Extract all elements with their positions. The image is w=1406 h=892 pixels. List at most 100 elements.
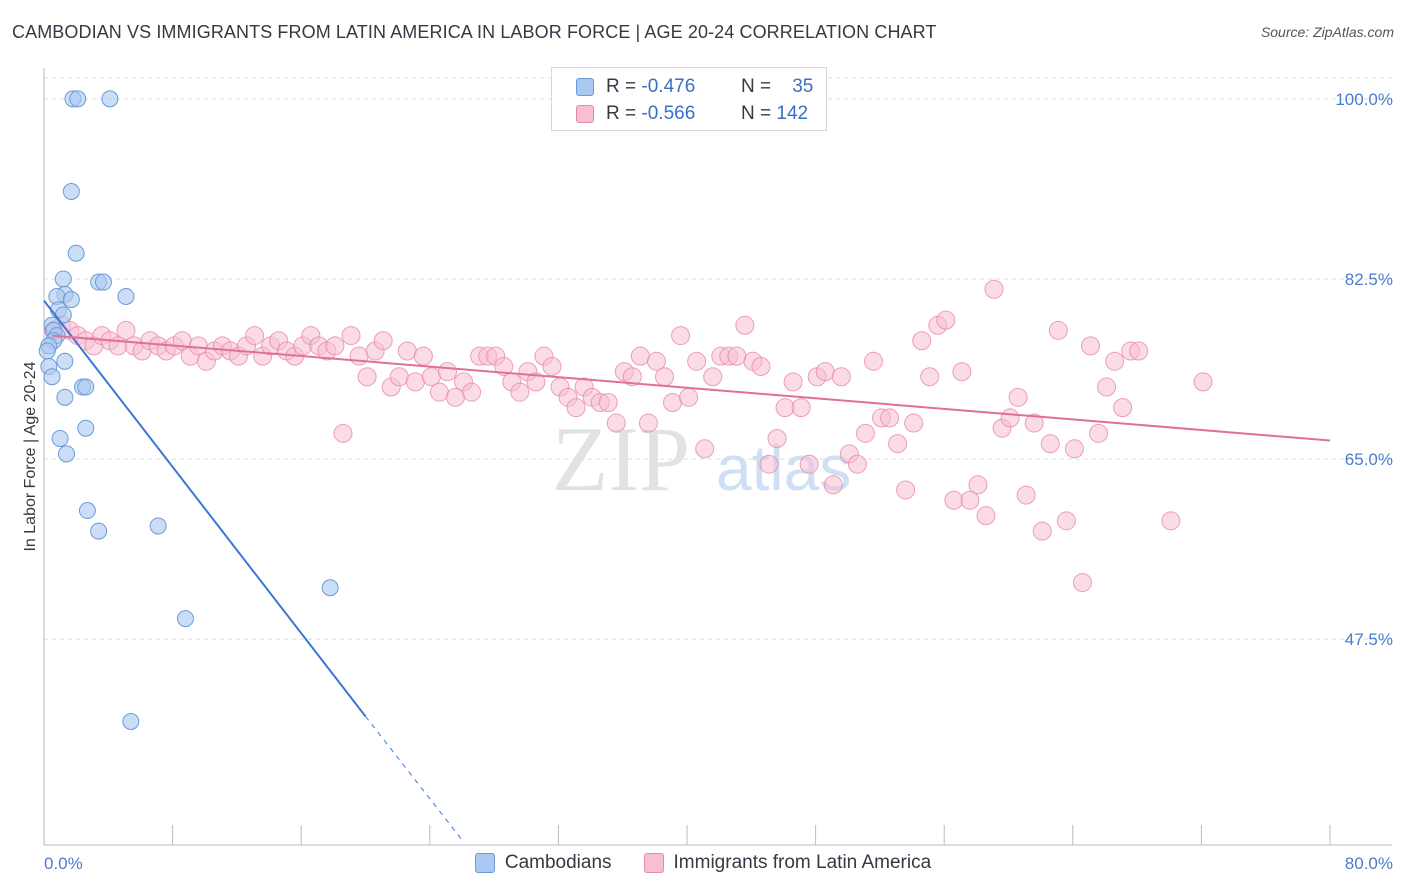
latin-america-point (1000, 408, 1020, 428)
latin-america-swatch (576, 105, 594, 123)
latin-america-point (1072, 573, 1092, 593)
correlation-legend: R = -0.476 N = 35 R = -0.566 N = 142 (551, 67, 827, 131)
cambodian-point (78, 502, 96, 520)
cambodian-point (321, 579, 339, 597)
latin-america-point (863, 351, 883, 371)
latin-america-point (968, 475, 988, 495)
latin-america-point (855, 423, 875, 443)
cambodian-point (58, 445, 76, 463)
latin-america-point (245, 326, 265, 346)
latin-america-point (823, 475, 843, 495)
y-tick-label: 65.0% (1345, 450, 1393, 469)
latin-america-point (791, 398, 811, 418)
latin-america-point (349, 346, 369, 366)
latin-america-point (984, 279, 1004, 299)
latin-america-point (437, 362, 457, 382)
latin-america-point (952, 362, 972, 382)
x-tick-label: 0.0% (44, 854, 83, 873)
latin-america-point (405, 372, 425, 392)
latin-america-point (880, 408, 900, 428)
latin-america-point (598, 392, 618, 412)
y-tick-label: 47.5% (1345, 630, 1393, 649)
trend-lines (43, 299, 1331, 841)
cambodian-point (149, 517, 167, 535)
tick-labels: 100.0% 82.5% 65.0% 47.5% 0.0% 80.0% In Labor F… (22, 90, 1393, 873)
latin-america-point (783, 372, 803, 392)
latin-america-point (751, 356, 771, 376)
latin-america-point (1129, 341, 1149, 361)
cambodian-point (101, 90, 119, 108)
latin-america-point (727, 346, 747, 366)
legend-item-cambodians: Cambodians (474, 852, 612, 874)
n-label: N = (741, 76, 772, 97)
y-tick-label: 100.0% (1335, 90, 1393, 109)
cambodians-swatch (576, 78, 594, 96)
latin-america-point (735, 315, 755, 335)
latin-america-point (775, 398, 795, 418)
latin-america-point (815, 362, 835, 382)
latin-america-point (904, 413, 924, 433)
cambodian-point (77, 378, 95, 396)
latin-america-point (526, 372, 546, 392)
cambodian-point (56, 388, 74, 406)
legend-item-latin-america: Immigrants from Latin America (643, 852, 932, 874)
latin-america-point (1089, 423, 1109, 443)
latin-america-point (936, 310, 956, 330)
latin-america-point (912, 331, 932, 351)
latin-america-point (663, 392, 683, 412)
latin-america-point (920, 367, 940, 387)
latin-america-point (687, 351, 707, 371)
cambodian-point (122, 713, 140, 731)
latin-america-point (325, 336, 345, 356)
n-value: 142 (776, 103, 809, 124)
r-label: R = (606, 103, 637, 124)
latin-america-point (831, 367, 851, 387)
latin-america-point (397, 341, 417, 361)
axes (43, 68, 1392, 846)
chart-title: CAMBODIAN VS IMMIGRANTS FROM LATIN AMERI… (12, 22, 937, 42)
latin-america-point (389, 367, 409, 387)
latin-america-point (116, 320, 136, 340)
latin-america-point (759, 454, 779, 474)
latin-america-point (462, 382, 482, 402)
latin-america-point (1024, 413, 1044, 433)
cambodian-point (117, 287, 135, 305)
n-value: 35 (792, 76, 814, 97)
latin-america-point (1193, 372, 1213, 392)
cambodian-point (77, 419, 95, 437)
latin-america-point (333, 423, 353, 443)
cambodian-point (38, 342, 56, 360)
latin-america-trend-line (51, 334, 1331, 442)
latin-america-point (703, 367, 723, 387)
cambodian-point (67, 244, 85, 262)
latin-america-point (960, 490, 980, 510)
latin-america-point (638, 413, 658, 433)
latin-america-point (1040, 434, 1060, 454)
latin-america-point (630, 346, 650, 366)
latin-america-point (1048, 320, 1068, 340)
latin-america-point (1032, 521, 1052, 541)
latin-america-point (767, 428, 787, 448)
latin-america-point (1113, 398, 1133, 418)
r-value: -0.476 (641, 76, 696, 97)
legend-label: Immigrants from Latin America (673, 852, 932, 873)
latin-america-point (976, 506, 996, 526)
cambodian-points (38, 90, 339, 731)
y-axis-label: In Labor Force | Age 20-24 (22, 361, 39, 551)
latin-america-point (373, 331, 393, 351)
latin-america-point (799, 454, 819, 474)
latin-america-point (695, 439, 715, 459)
n-label: N = (741, 103, 772, 124)
latin-america-point (1097, 377, 1117, 397)
latin-america-point (341, 326, 361, 346)
latin-america-point (413, 346, 433, 366)
latin-america-point (944, 490, 964, 510)
series-legend: Cambodians Immigrants from Latin America (0, 852, 1406, 874)
latin-america-point (1064, 439, 1084, 459)
legend-row-cambodians: R = -0.476 N = 35 (576, 74, 813, 100)
source-label: Source: ZipAtlas.com (1260, 24, 1394, 40)
latin-america-point (847, 454, 867, 474)
legend-row-latin-america: R = -0.566 N = 142 (576, 101, 808, 127)
latin-america-point (1016, 485, 1036, 505)
